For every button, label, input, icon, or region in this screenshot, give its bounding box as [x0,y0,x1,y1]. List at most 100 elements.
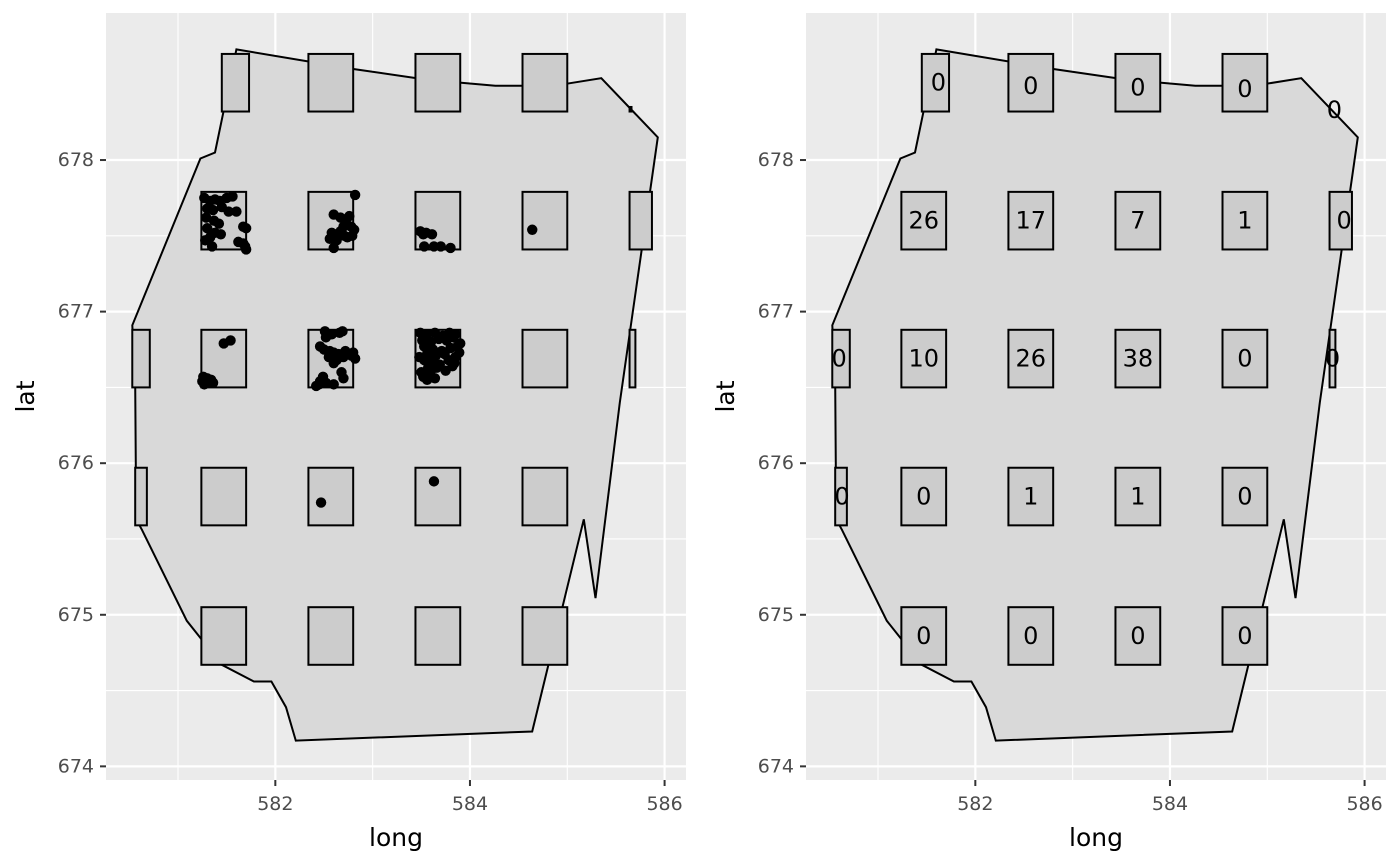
quadrat-rect [521,606,569,666]
y-tick-label: 678 [58,149,94,171]
quadrat-rect [1328,190,1353,251]
x-tick-label: 582 [957,793,993,815]
data-point [349,353,361,364]
quadrat-rect [307,606,355,666]
data-point [338,373,349,384]
data-point [201,212,212,223]
quadrat-rect [200,606,248,666]
data-point [223,206,234,217]
quadrat-count-label: 0 [1023,622,1038,650]
data-point [218,338,229,349]
data-point [215,229,227,240]
quadrat-count-label: 38 [1123,345,1154,373]
quadrat-count-label: 0 [1337,207,1352,235]
data-point [426,364,438,375]
data-point [448,332,459,343]
y-tick-label: 677 [758,301,794,323]
data-point [231,206,242,217]
quadrat-rect [1221,466,1269,527]
quadrat-rect [414,52,462,113]
y-tick-label: 674 [758,755,794,777]
quadrat-rect [1114,328,1162,389]
data-point [337,326,348,337]
x-axis-title: long [1069,823,1123,852]
quadrat-count-label: 0 [831,345,846,373]
y-axis-title: lat [711,380,740,412]
left-panel-points: 582 584 586 674 675 676 677 678 long lat [11,13,686,852]
quadrat-rect [1114,190,1162,251]
quadrat-count-label: 0 [1325,345,1340,373]
y-tick-label: 678 [758,149,794,171]
quadrat-count-label: 1 [1023,483,1038,511]
quadrat-rect [1221,52,1269,113]
quadrat-rect [1114,606,1162,666]
quadrat-rect [414,606,462,666]
data-point [435,241,446,252]
data-point [338,351,349,363]
quadrat-count-label: 0 [1130,622,1145,650]
data-point [342,232,353,243]
quadrat-count-label: 0 [931,69,946,97]
quadrat-rect [220,52,251,113]
data-point [426,229,438,240]
quadrat-rect [900,606,948,666]
quadrat-rect [414,190,462,251]
data-point [429,373,441,384]
quadrat-count-label: 1 [1130,483,1145,511]
data-point [328,379,339,390]
quadrat-rect [920,52,951,113]
quadrat-rect [628,190,653,251]
data-point [433,333,445,345]
quadrat-rect [1007,466,1055,527]
y-tick-label: 674 [58,755,94,777]
quadrat-count-label: 0 [1237,345,1252,373]
quadrat-count-label: 0 [1237,75,1252,103]
quadrat-rect [900,466,948,527]
quadrat-rect [1114,52,1162,113]
quadrat-rect [1221,606,1269,666]
quadrat-rect [1007,606,1055,666]
data-point [421,374,433,386]
quadrat-rect [831,328,851,389]
data-point [205,374,217,386]
quadrat-rect [521,190,569,251]
quadrat-rect [1007,52,1055,113]
data-point [240,223,252,234]
data-point [240,244,252,255]
data-point [202,223,213,234]
data-point [434,359,445,370]
x-tick-label: 584 [1152,793,1188,815]
data-point [443,354,454,366]
quadrat-rect [521,466,569,527]
quadrat-rect [1114,466,1162,527]
quadrat-count-label: 0 [1023,72,1038,100]
quadrat-rect [307,466,355,527]
quadrat-rect [900,190,948,251]
quadrat-count-label: 0 [916,483,931,511]
x-tick-label: 584 [452,793,488,815]
quadrat-rect [834,466,848,527]
y-tick-label: 676 [758,452,794,474]
quadrat-rect [1007,190,1055,251]
quadrat-rect [1007,328,1055,389]
quadrat-count-label: 17 [1016,207,1047,235]
y-tick-label: 676 [58,452,94,474]
data-point [454,347,465,358]
x-tick-label: 586 [646,793,682,815]
data-point [419,241,430,252]
quadrat-count-label: 0 [834,483,849,511]
data-point [227,191,238,202]
data-point [445,242,456,254]
quadrat-count-label: 26 [1016,345,1047,373]
quadrat-rect [1221,190,1269,251]
data-point [213,218,225,229]
quadrat-rect [628,328,637,389]
data-point [320,332,332,343]
data-point [335,226,346,237]
x-axis-title: long [369,823,423,852]
quadrat-count-label: 26 [908,207,939,235]
data-point [349,189,361,201]
x-tick-label: 582 [257,793,293,815]
